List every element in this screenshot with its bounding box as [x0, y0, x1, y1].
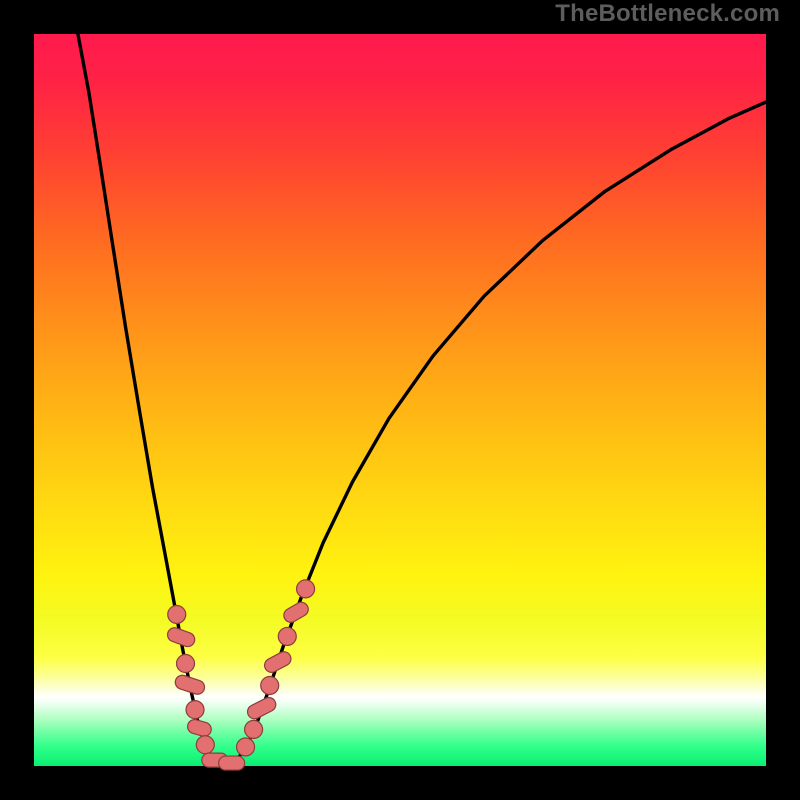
marker-dot: [237, 738, 255, 756]
marker-dot: [168, 605, 186, 623]
watermark-text: TheBottleneck.com: [555, 0, 780, 28]
marker-dot: [196, 736, 214, 754]
marker-dot: [261, 676, 279, 694]
marker-capsule: [219, 756, 245, 770]
marker-dot: [245, 720, 263, 738]
marker-dot: [297, 580, 315, 598]
chart-svg: [0, 0, 800, 800]
marker-dot: [186, 701, 204, 719]
chart-root: TheBottleneck.com: [0, 0, 800, 800]
marker-dot: [177, 655, 195, 673]
marker-dot: [278, 627, 296, 645]
